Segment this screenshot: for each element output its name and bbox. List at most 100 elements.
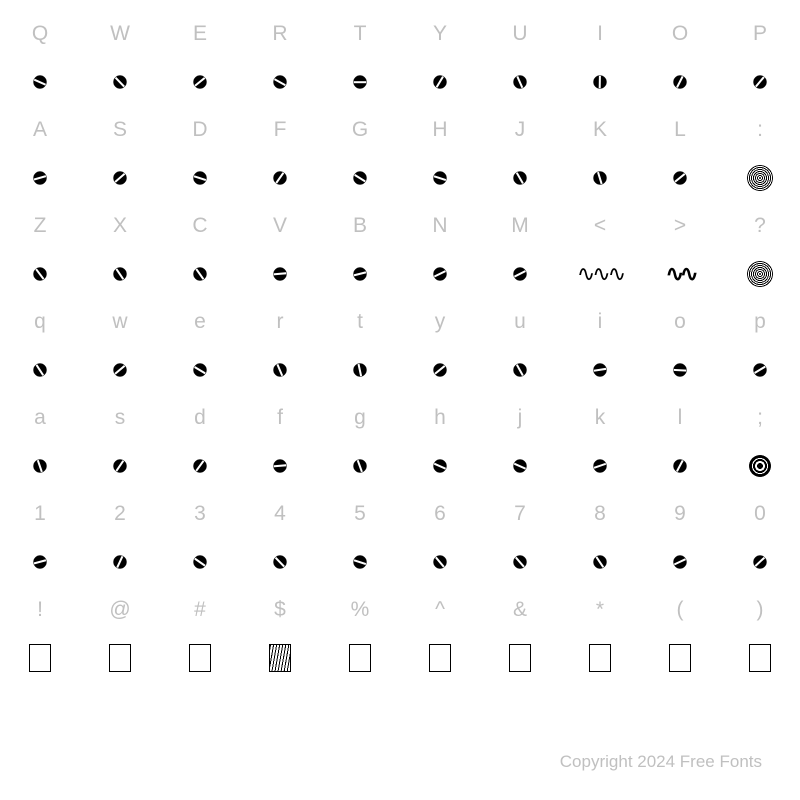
- charmap-cell: [80, 250, 160, 298]
- charmap-cell: T: [320, 22, 400, 46]
- charmap-cell: [720, 250, 800, 298]
- orb-glyph-icon: [433, 555, 447, 569]
- orb-glyph-icon: [113, 267, 127, 281]
- charmap-cell: U: [480, 22, 560, 46]
- key-label: O: [672, 22, 688, 46]
- key-label: !: [37, 598, 43, 622]
- key-label: h: [434, 406, 446, 430]
- charmap-cell: [400, 346, 480, 394]
- key-label: D: [192, 118, 207, 142]
- charmap-cell: [400, 58, 480, 106]
- charmap-cell: [480, 58, 560, 106]
- key-label: 5: [354, 502, 366, 526]
- charmap-cell: (: [640, 598, 720, 622]
- key-label: @: [109, 598, 130, 622]
- key-label: 9: [674, 502, 686, 526]
- charmap-cell: e: [160, 310, 240, 334]
- key-label: 2: [114, 502, 126, 526]
- charmap-cell: C: [160, 214, 240, 238]
- charmap-cell: i: [560, 310, 640, 334]
- key-label: ): [757, 598, 764, 622]
- orb-glyph-icon: [193, 267, 207, 281]
- key-label: K: [593, 118, 607, 142]
- orb-glyph-icon: [33, 459, 47, 473]
- charmap-cell: 8: [560, 502, 640, 526]
- missing-glyph-box-icon: [349, 644, 371, 672]
- charmap-cell: V: [240, 214, 320, 238]
- charmap-cell: [720, 634, 800, 682]
- orb-glyph-icon: [193, 363, 207, 377]
- charmap-cell: g: [320, 406, 400, 430]
- key-label: l: [678, 406, 683, 430]
- missing-glyph-box-icon: [109, 644, 131, 672]
- key-label: q: [34, 310, 46, 334]
- label-row: asdfghjkl;: [0, 394, 800, 442]
- charmap-cell: M: [480, 214, 560, 238]
- character-map: QWERTYUIOPASDFGHJKL:ZXCVBNM<>?∿∿∿∿∿qwert…: [0, 0, 800, 682]
- charmap-cell: [160, 346, 240, 394]
- key-label: e: [194, 310, 206, 334]
- ring-solid-glyph-icon: [749, 455, 771, 477]
- charmap-cell: q: [0, 310, 80, 334]
- charmap-cell: [0, 250, 80, 298]
- charmap-cell: ?: [720, 214, 800, 238]
- charmap-cell: w: [80, 310, 160, 334]
- charmap-cell: [720, 58, 800, 106]
- missing-glyph-box-icon: [589, 644, 611, 672]
- orb-glyph-icon: [353, 75, 367, 89]
- charmap-cell: [320, 442, 400, 490]
- orb-glyph-icon: [433, 363, 447, 377]
- charmap-cell: 5: [320, 502, 400, 526]
- orb-glyph-icon: [353, 267, 367, 281]
- charmap-cell: [480, 346, 560, 394]
- orb-glyph-icon: [593, 555, 607, 569]
- key-label: t: [357, 310, 363, 334]
- missing-glyph-box-icon: [429, 644, 451, 672]
- orb-glyph-icon: [593, 75, 607, 89]
- key-label: *: [596, 598, 604, 622]
- charmap-cell: ): [720, 598, 800, 622]
- charmap-cell: [320, 634, 400, 682]
- charmap-cell: 9: [640, 502, 720, 526]
- orb-glyph-icon: [593, 459, 607, 473]
- charmap-cell: [480, 154, 560, 202]
- charmap-cell: I: [560, 22, 640, 46]
- key-label: F: [274, 118, 287, 142]
- orb-glyph-icon: [353, 555, 367, 569]
- hatched-glyph-box-icon: [269, 644, 291, 672]
- key-label: S: [113, 118, 127, 142]
- charmap-cell: Z: [0, 214, 80, 238]
- glyph-row: [0, 442, 800, 490]
- key-label: <: [594, 214, 606, 238]
- key-label: w: [112, 310, 127, 334]
- charmap-cell: [400, 154, 480, 202]
- key-label: C: [192, 214, 207, 238]
- glyph-row: [0, 538, 800, 586]
- orb-glyph-icon: [753, 555, 767, 569]
- charmap-cell: 7: [480, 502, 560, 526]
- charmap-cell: %: [320, 598, 400, 622]
- charmap-cell: N: [400, 214, 480, 238]
- glyph-row: [0, 634, 800, 682]
- charmap-cell: &: [480, 598, 560, 622]
- charmap-cell: F: [240, 118, 320, 142]
- label-row: qwertyuiop: [0, 298, 800, 346]
- key-label: i: [598, 310, 603, 334]
- charmap-cell: [240, 154, 320, 202]
- key-label: M: [511, 214, 529, 238]
- label-row: ZXCVBNM<>?: [0, 202, 800, 250]
- orb-glyph-icon: [433, 75, 447, 89]
- orb-glyph-icon: [353, 171, 367, 185]
- charmap-cell: ;: [720, 406, 800, 430]
- charmap-cell: d: [160, 406, 240, 430]
- orb-glyph-icon: [593, 363, 607, 377]
- charmap-cell: [720, 442, 800, 490]
- key-label: R: [272, 22, 287, 46]
- key-label: j: [518, 406, 523, 430]
- key-label: Q: [32, 22, 48, 46]
- key-label: G: [352, 118, 368, 142]
- key-label: B: [353, 214, 367, 238]
- key-label: #: [194, 598, 206, 622]
- orb-glyph-icon: [33, 363, 47, 377]
- orb-glyph-icon: [433, 171, 447, 185]
